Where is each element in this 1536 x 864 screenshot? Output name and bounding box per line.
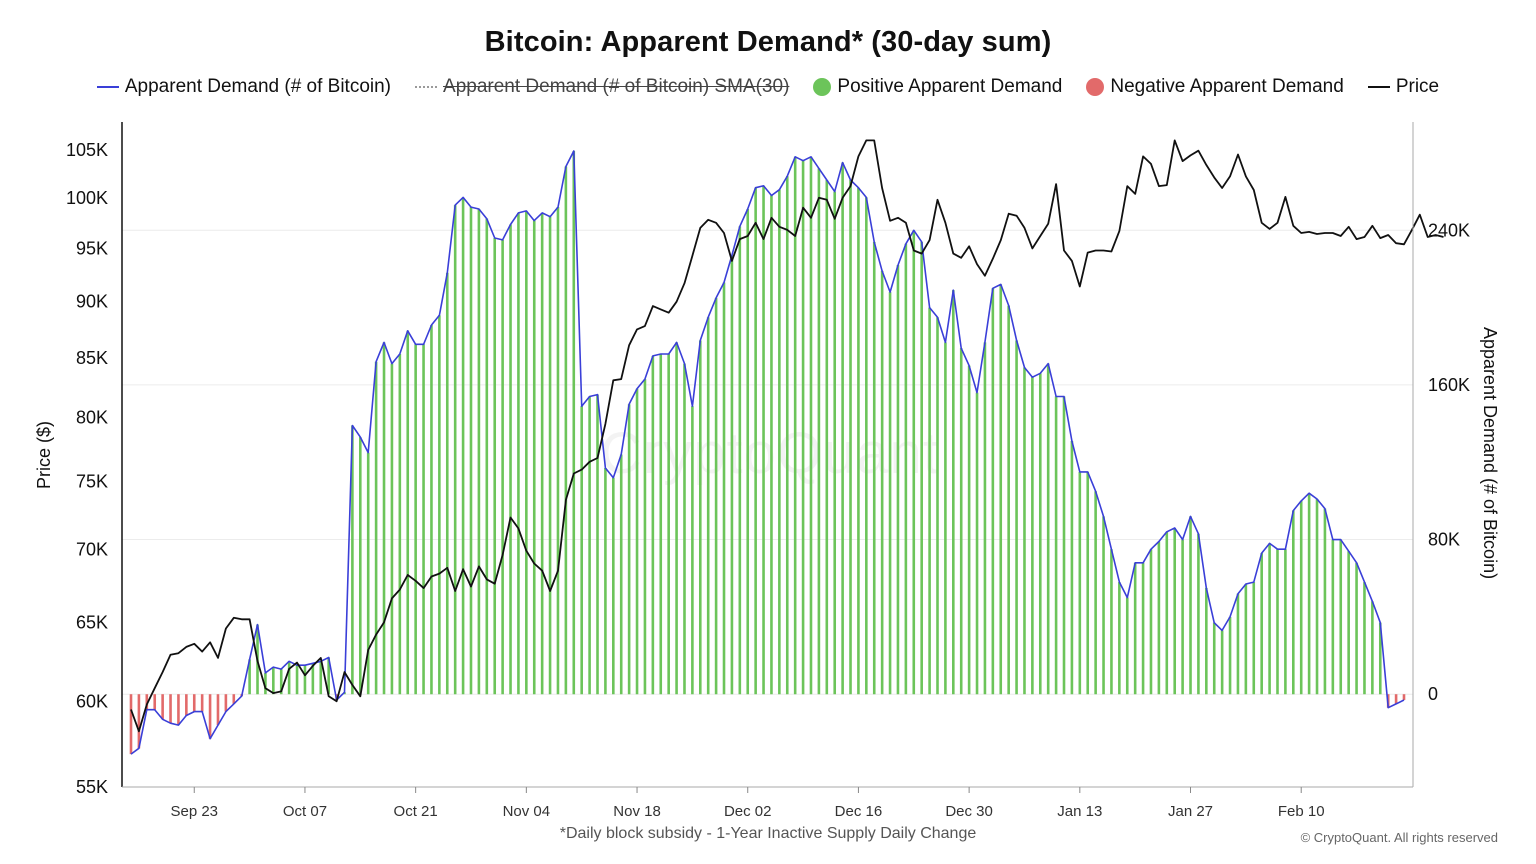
- x-tick-label: Oct 07: [283, 803, 327, 820]
- left-tick-label: 85K: [76, 348, 108, 368]
- demand-bars: [129, 150, 1406, 755]
- left-tick-label: 75K: [76, 471, 108, 491]
- x-tick-label: Dec 16: [835, 803, 883, 820]
- x-tick-label: Dec 30: [945, 803, 993, 820]
- left-tick-label: 80K: [76, 408, 108, 428]
- left-tick-label: 95K: [76, 238, 108, 258]
- price-line: [130, 139, 1444, 733]
- legend-item-positive-demand[interactable]: Positive Apparent Demand: [813, 76, 1062, 98]
- legend-label: Apparent Demand (# of Bitcoin): [124, 76, 392, 97]
- dotted-line-marker-icon: [415, 86, 438, 88]
- black-line-marker-icon: [1367, 86, 1390, 88]
- left-tick-label: 60K: [76, 691, 108, 711]
- right-tick-label: 240K: [1428, 220, 1470, 240]
- legend-item-sma30[interactable]: Apparent Demand (# of Bitcoin) SMA(30): [415, 76, 789, 98]
- legend-item-price[interactable]: Price: [1367, 76, 1440, 98]
- left-tick-label: 70K: [76, 539, 108, 559]
- left-tick-label: 105K: [66, 140, 108, 160]
- chart-title: Bitcoin: Apparent Demand* (30-day sum): [484, 26, 1052, 58]
- left-tick-label: 65K: [76, 612, 108, 632]
- x-tick-label: Sep 23: [170, 803, 218, 820]
- x-tick-label: Oct 21: [394, 803, 438, 820]
- x-tick-label: Feb 10: [1278, 803, 1325, 820]
- apparent-demand-line: [130, 150, 1405, 755]
- x-tick-label: Nov 18: [613, 803, 661, 820]
- right-tick-label: 0: [1428, 684, 1438, 704]
- right-tick-label: 160K: [1428, 375, 1470, 395]
- legend-label: Apparent Demand (# of Bitcoin) SMA(30): [443, 76, 790, 97]
- copyright: © CryptoQuant. All rights reserved: [1300, 830, 1498, 845]
- line-marker-icon: [96, 86, 119, 88]
- footnote: *Daily block subsidy - 1-Year Inactive S…: [559, 825, 977, 842]
- green-dot-icon: [813, 78, 832, 96]
- legend: Apparent Demand (# of Bitcoin) Apparent …: [0, 74, 1536, 100]
- legend-label: Positive Apparent Demand: [837, 76, 1063, 97]
- left-tick-label: 55K: [76, 777, 108, 797]
- legend-label: Negative Apparent Demand: [1110, 76, 1344, 97]
- x-tick-label: Jan 27: [1168, 803, 1213, 820]
- right-axis-label: Apparent Demand (# of Bitcoin): [1480, 327, 1500, 579]
- left-tick-label: 90K: [76, 292, 108, 312]
- x-tick-label: Nov 04: [503, 803, 551, 820]
- legend-label: Price: [1395, 76, 1440, 97]
- red-dot-icon: [1086, 78, 1105, 96]
- legend-item-negative-demand[interactable]: Negative Apparent Demand: [1086, 76, 1344, 98]
- left-tick-label: 100K: [66, 188, 108, 208]
- left-axis-label: Price ($): [34, 421, 54, 489]
- axes: 55K 60K 65K 70K 75K 80K 85K 90K 95K 100K 105K 0 80K 1…: [66, 122, 1470, 820]
- legend-item-apparent-demand[interactable]: Apparent Demand (# of Bitcoin): [96, 76, 392, 98]
- x-tick-label: Jan 13: [1057, 803, 1102, 820]
- x-tick-label: Dec 02: [724, 803, 772, 820]
- series-lines: [130, 139, 1444, 755]
- grid: [122, 229, 1413, 695]
- right-tick-label: 80K: [1428, 530, 1460, 550]
